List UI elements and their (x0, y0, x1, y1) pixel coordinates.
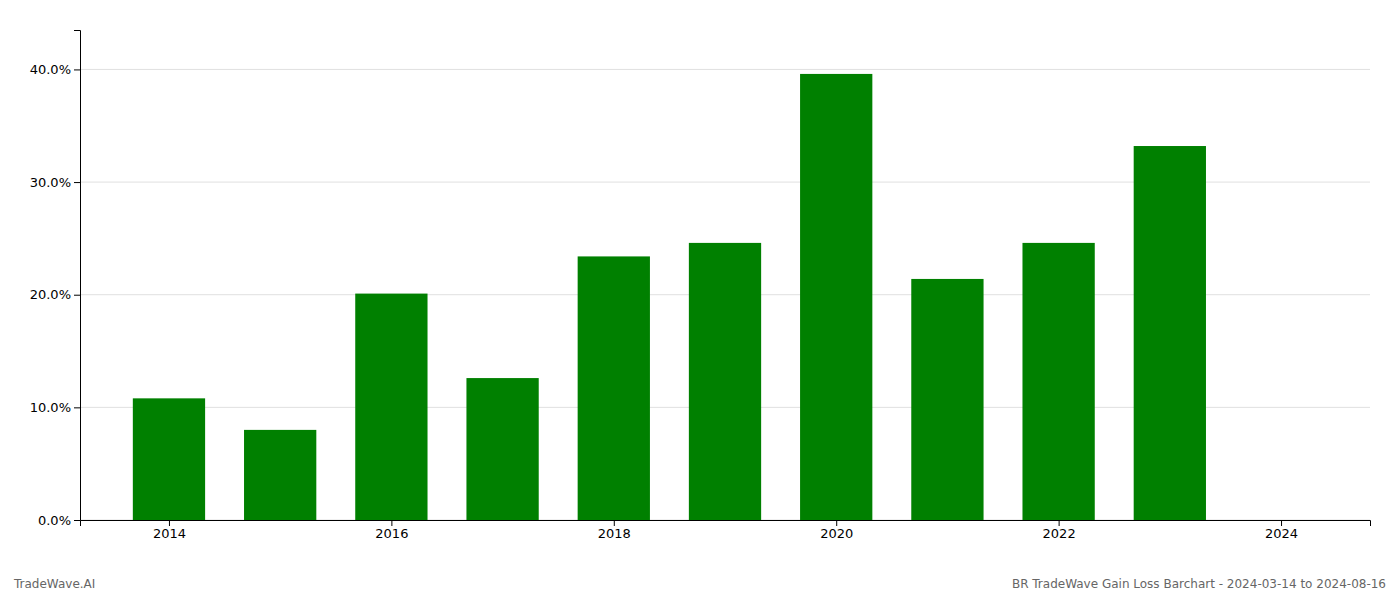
x-tick: 2024 (1265, 520, 1298, 541)
tick-label: 0.0% (38, 513, 71, 528)
tick-label: 2018 (598, 526, 631, 541)
tick-mark (1059, 520, 1060, 526)
bar (911, 279, 983, 520)
bar (578, 256, 650, 520)
tick-label: 2022 (1043, 526, 1076, 541)
grid (80, 69, 1370, 520)
tick-label: 20.0% (30, 287, 71, 302)
y-tick: 30.0% (30, 175, 80, 190)
y-tick: 40.0% (30, 62, 80, 77)
x-tick: 2020 (820, 520, 853, 541)
tick-label: 40.0% (30, 62, 71, 77)
tick-mark (1281, 520, 1282, 526)
tick-mark (74, 520, 80, 521)
bar (133, 398, 205, 520)
footer-text: BR TradeWave Gain Loss Barchart - 2024-0… (1012, 577, 1386, 591)
tick-mark (836, 520, 837, 526)
axis-line (74, 31, 81, 521)
tick-label: 2024 (1265, 526, 1298, 541)
axis-line (81, 521, 1371, 527)
bar (800, 74, 872, 520)
plot-area: 0.0% 10.0% 20.0% 30.0% 40.0% 2014 2016 2018 2020… (30, 31, 1371, 542)
tick-label: 30.0% (30, 175, 71, 190)
bar (1134, 146, 1206, 520)
chart-svg: 0.0% 10.0% 20.0% 30.0% 40.0% 2014 2016 2018 2020… (0, 0, 1400, 600)
tick-label: 2014 (153, 526, 186, 541)
y-axis: 0.0% 10.0% 20.0% 30.0% 40.0% (30, 31, 81, 528)
grid-line (80, 69, 1370, 70)
x-tick: 2016 (375, 520, 408, 541)
tick-mark (74, 182, 80, 183)
bar (244, 430, 316, 520)
footer-text: TradeWave.AI (13, 577, 95, 591)
x-tick: 2014 (153, 520, 186, 541)
y-tick: 10.0% (30, 400, 80, 415)
footer: TradeWave.AI BR TradeWave Gain Loss Barch… (13, 577, 1386, 591)
tick-mark (74, 69, 80, 70)
bar (355, 294, 427, 520)
bar (1022, 243, 1094, 520)
tick-label: 2016 (375, 526, 408, 541)
bar (466, 378, 538, 520)
x-tick: 2018 (598, 520, 631, 541)
bar (689, 243, 761, 520)
tick-mark (169, 520, 170, 526)
tick-label: 2020 (820, 526, 853, 541)
tick-mark (74, 295, 80, 296)
x-axis: 2014 2016 2018 2020 2022 2024 (81, 520, 1371, 541)
tick-mark (74, 407, 80, 408)
bars (133, 74, 1206, 520)
tick-label: 10.0% (30, 400, 71, 415)
x-tick: 2022 (1043, 520, 1076, 541)
y-tick: 20.0% (30, 287, 80, 302)
y-tick: 0.0% (38, 513, 80, 528)
tick-mark (391, 520, 392, 526)
tick-mark (614, 520, 615, 526)
